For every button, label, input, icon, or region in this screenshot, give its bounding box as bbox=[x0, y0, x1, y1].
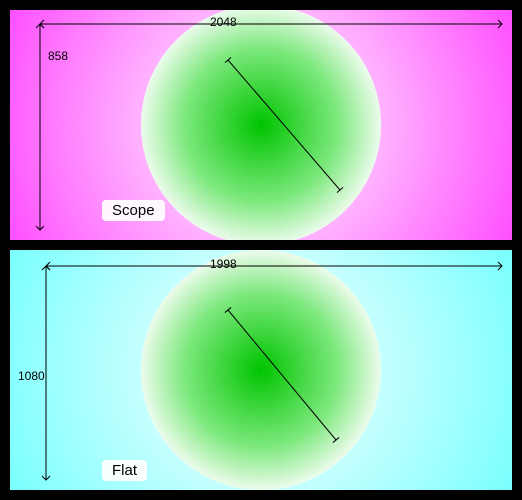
panel-label: Scope bbox=[102, 200, 165, 221]
height-label: 1080 bbox=[18, 370, 45, 382]
panel-bg bbox=[10, 10, 512, 240]
stage: 2048 858 Scope 1998 1080 Flat bbox=[0, 0, 522, 500]
panel-bg bbox=[10, 250, 512, 490]
panel-scope: 2048 858 Scope bbox=[10, 10, 512, 240]
panel-label: Flat bbox=[102, 460, 147, 481]
panel-flat: 1998 1080 Flat bbox=[10, 250, 512, 490]
width-label: 1998 bbox=[210, 258, 237, 270]
width-label: 2048 bbox=[210, 16, 237, 28]
height-label: 858 bbox=[48, 50, 68, 62]
